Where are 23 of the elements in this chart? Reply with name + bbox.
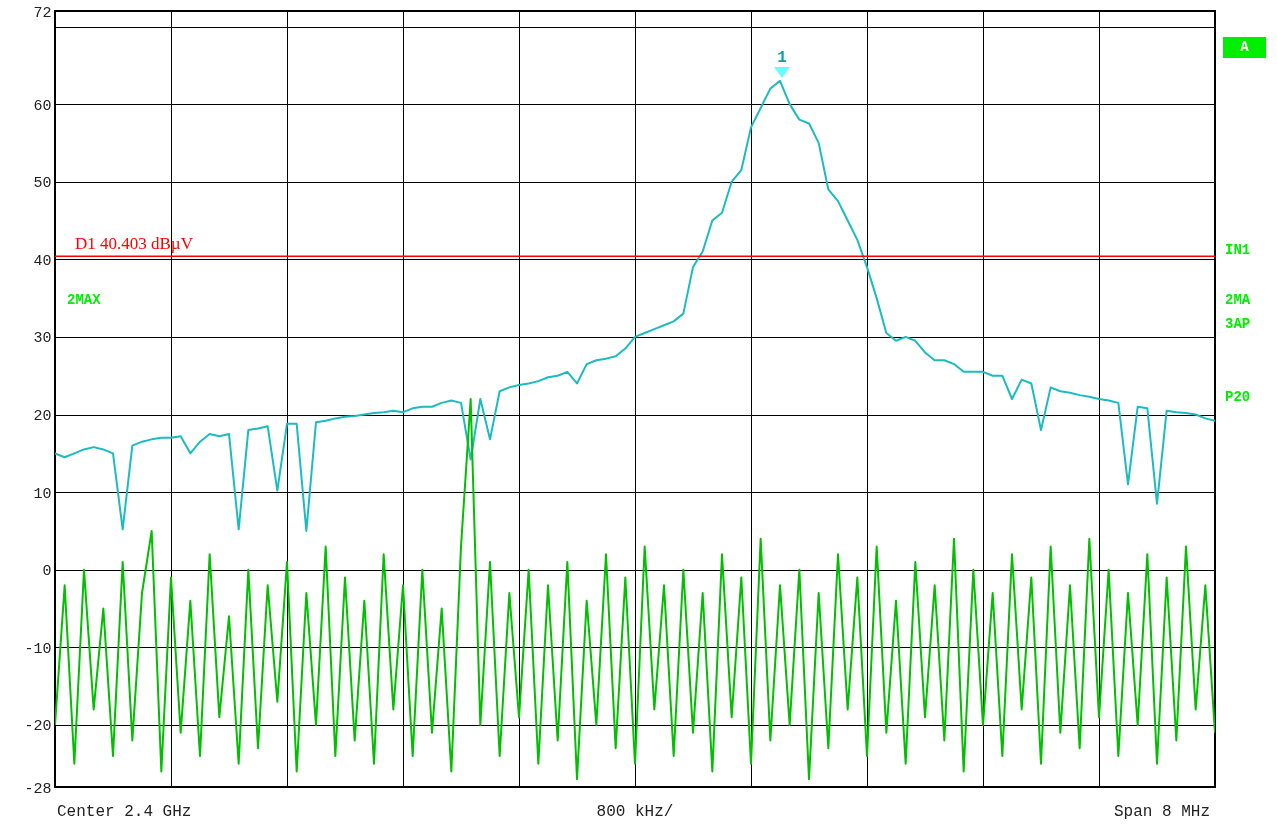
y-tick-label: 10 <box>33 485 52 503</box>
annotation: 1 <box>777 49 787 67</box>
text: 3AP <box>1225 316 1251 332</box>
text: 2MA <box>1225 292 1251 308</box>
y-tick-label: 30 <box>33 330 52 348</box>
text: IN1 <box>1225 242 1251 258</box>
y-tick-label: 20 <box>33 408 52 426</box>
y-tick-label: 0 <box>42 563 52 581</box>
y-tick-label: 60 <box>33 97 52 115</box>
text: A <box>1223 37 1266 58</box>
y-tick-label: -20 <box>24 718 52 736</box>
text: P20 <box>1225 389 1251 405</box>
text: 800 kHz/ <box>596 803 674 821</box>
line-series <box>55 398 1215 781</box>
y-tick-label: -28 <box>24 780 52 798</box>
y-tick-label: 40 <box>33 252 52 270</box>
text: Span 8 MHz <box>1113 803 1210 821</box>
line-series <box>55 79 1215 532</box>
annotation: 2MAX <box>67 292 102 308</box>
text: Center 2.4 GHz <box>57 803 192 821</box>
y-tick-label: -10 <box>24 640 52 658</box>
y-tick-label: 50 <box>33 175 52 193</box>
y-tick-label: 72 <box>33 4 52 22</box>
